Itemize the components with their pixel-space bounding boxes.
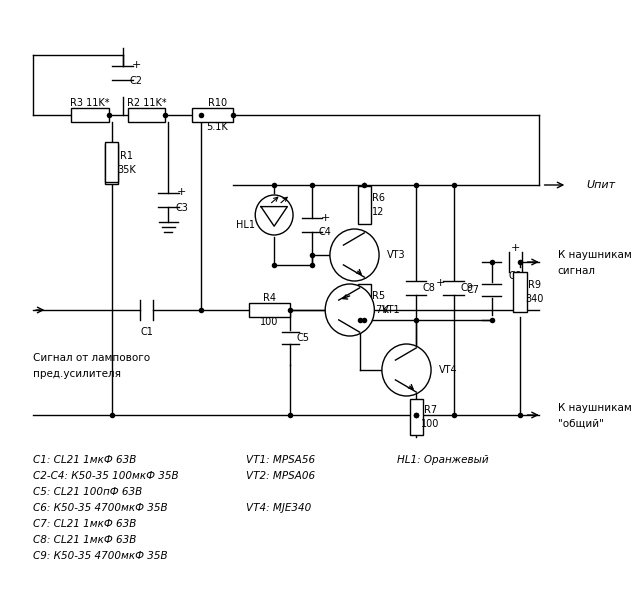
Bar <box>127 108 165 122</box>
Text: "общий": "общий" <box>557 419 604 429</box>
Text: пред.усилителя: пред.усилителя <box>33 369 121 379</box>
Text: 4.7K: 4.7K <box>367 305 389 315</box>
Text: К наушникам: К наушникам <box>557 403 632 413</box>
Circle shape <box>325 284 374 336</box>
Text: +: + <box>131 60 141 70</box>
Text: +: + <box>511 243 520 253</box>
Bar <box>192 108 234 122</box>
Text: C4: C4 <box>319 227 332 237</box>
Text: R4: R4 <box>263 293 276 303</box>
Text: C1: CL21 1мкФ 63В: C1: CL21 1мкФ 63В <box>33 455 136 465</box>
Text: C6: К50-35 4700мкФ 35В: C6: К50-35 4700мкФ 35В <box>33 503 168 513</box>
Circle shape <box>382 344 431 396</box>
Text: C2-C4: К50-35 100мкФ 35В: C2-C4: К50-35 100мкФ 35В <box>33 471 179 481</box>
Text: C3: C3 <box>175 203 188 213</box>
Text: 5.1K: 5.1K <box>207 122 228 132</box>
Text: R9: R9 <box>527 280 541 290</box>
Text: C9: C9 <box>461 283 474 293</box>
Text: C8: C8 <box>423 283 436 293</box>
Text: R10: R10 <box>208 98 227 108</box>
Bar <box>358 187 371 224</box>
Bar <box>105 142 118 182</box>
Text: 100: 100 <box>260 317 278 327</box>
Text: C7: C7 <box>466 285 479 295</box>
Text: Uпит: Uпит <box>586 180 615 190</box>
Text: 340: 340 <box>525 294 543 304</box>
Text: VT3: VT3 <box>387 250 405 260</box>
Circle shape <box>255 195 293 235</box>
Text: R2 11K*: R2 11K* <box>127 98 166 108</box>
Text: R6: R6 <box>372 193 385 203</box>
Text: C7: CL21 1мкФ 63В: C7: CL21 1мкФ 63В <box>33 519 136 529</box>
Text: VT4: VT4 <box>438 365 457 375</box>
Text: +: + <box>321 213 330 223</box>
Bar <box>358 284 371 322</box>
Bar <box>513 272 527 312</box>
Text: +: + <box>177 187 186 197</box>
Text: C9: К50-35 4700мкФ 35В: C9: К50-35 4700мкФ 35В <box>33 551 168 561</box>
Text: HL1: Оранжевый: HL1: Оранжевый <box>397 455 489 465</box>
Text: R7: R7 <box>424 405 437 415</box>
Text: C1: C1 <box>140 327 153 337</box>
Text: C8: CL21 1мкФ 63В: C8: CL21 1мкФ 63В <box>33 535 136 545</box>
Text: C6: C6 <box>509 271 522 281</box>
Text: К наушникам: К наушникам <box>557 250 632 260</box>
Bar <box>71 108 109 122</box>
Text: 12: 12 <box>372 208 385 217</box>
Text: HL1: HL1 <box>236 220 255 230</box>
Text: C5: CL21 100пФ 63В: C5: CL21 100пФ 63В <box>33 487 142 497</box>
Text: R1: R1 <box>120 151 133 161</box>
Bar <box>410 399 423 435</box>
Text: +: + <box>436 278 445 288</box>
Text: C5: C5 <box>297 333 310 343</box>
Text: VT1: VT1 <box>382 305 401 315</box>
Text: VT2: MPSA06: VT2: MPSA06 <box>246 471 315 481</box>
Bar <box>105 144 118 184</box>
Text: C2: C2 <box>130 76 143 86</box>
Bar <box>248 303 290 317</box>
Text: R5: R5 <box>372 291 385 301</box>
Text: 35K: 35K <box>117 165 136 175</box>
Text: сигнал: сигнал <box>557 266 596 276</box>
Text: VT1: MPSA56: VT1: MPSA56 <box>246 455 315 465</box>
Text: Сигнал от лампового: Сигнал от лампового <box>33 353 150 363</box>
Text: 100: 100 <box>421 419 440 429</box>
Text: VT4: MJE340: VT4: MJE340 <box>246 503 311 513</box>
Text: R3 11K*: R3 11K* <box>70 98 109 108</box>
Circle shape <box>330 229 379 281</box>
